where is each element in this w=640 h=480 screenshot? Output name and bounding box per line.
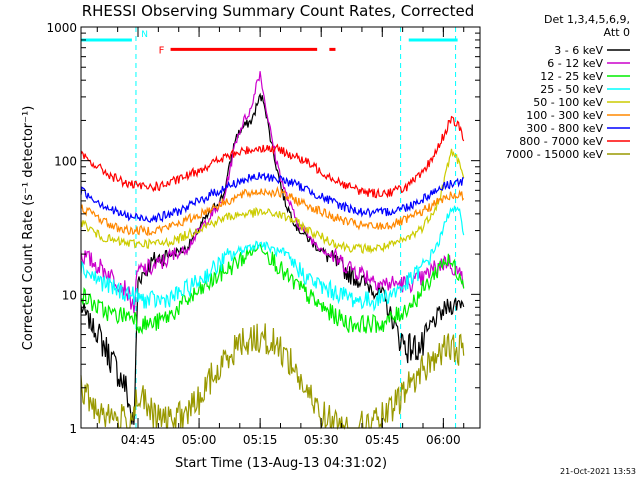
y-tick-label: 1: [69, 422, 77, 436]
y-tick-label: 100: [54, 155, 77, 169]
series-line-3: [80, 205, 465, 312]
series-line-8: [80, 323, 465, 431]
x-axis-label: Start Time (13-Aug-13 04:31:02): [175, 456, 387, 471]
chart-title: RHESSI Observing Summary Count Rates, Co…: [82, 2, 475, 20]
series-line-4: [80, 148, 465, 255]
series-line-1: [80, 71, 465, 314]
flare-flag-label: F: [159, 45, 165, 56]
plot-frame: [80, 26, 481, 429]
legend-label-3: 25 - 50 keV: [540, 83, 603, 96]
legend-header-line-1: Det 1,3,4,5,6,9,: [544, 13, 630, 26]
series-line-6: [80, 172, 464, 223]
series-line-2: [80, 243, 465, 335]
legend-label-7: 800 - 7000 keV: [519, 135, 603, 148]
legend-label-6: 300 - 800 keV: [526, 122, 603, 135]
night-flag-label: N: [141, 30, 148, 40]
legend-label-2: 12 - 25 keV: [540, 70, 603, 83]
legend-header-line-2: Att 0: [604, 26, 630, 39]
y-tick-label: 10: [62, 288, 77, 302]
x-tick-label: 06:00: [426, 433, 461, 447]
series-line-5: [80, 185, 465, 237]
legend-label-4: 50 - 100 keV: [533, 96, 603, 109]
x-tick-label: 05:45: [365, 433, 400, 447]
x-tick-label: 05:00: [182, 433, 217, 447]
y-axis-label: Corrected Count Rate (s⁻¹ detector⁻¹): [21, 106, 36, 351]
legend-label-0: 3 - 6 keV: [554, 44, 603, 57]
legend-label-1: 6 - 12 keV: [547, 57, 603, 70]
x-tick-label: 04:45: [121, 433, 156, 447]
x-tick-label: 05:30: [304, 433, 339, 447]
legend-label-8: 7000 - 15000 keV: [505, 148, 603, 161]
generation-timestamp: 21-Oct-2021 13:53: [560, 467, 636, 476]
legend-label-5: 100 - 300 keV: [526, 109, 603, 122]
y-tick-label: 1000: [46, 21, 77, 35]
x-tick-label: 05:15: [243, 433, 278, 447]
series-line-7: [80, 115, 465, 199]
